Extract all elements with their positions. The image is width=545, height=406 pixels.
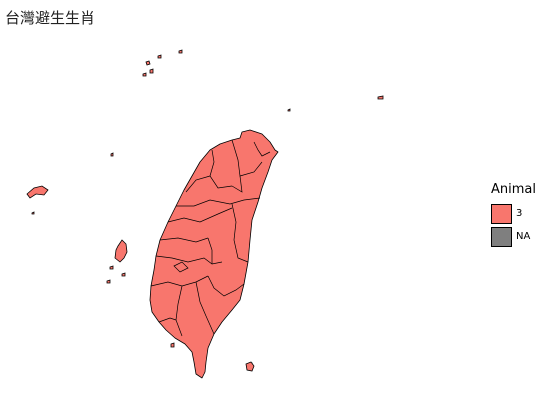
county-boundary <box>158 317 177 323</box>
county-boundary <box>185 175 211 193</box>
legend-item: 3 <box>491 202 536 225</box>
county-boundary <box>207 237 213 264</box>
county-boundary <box>231 175 243 193</box>
matsu-island <box>142 72 147 77</box>
orchid-island <box>245 361 255 372</box>
matsu-island <box>157 54 162 59</box>
chart-title: 台灣避生生肖 <box>5 9 96 27</box>
county-boundary <box>253 141 271 157</box>
small-island <box>106 279 111 284</box>
legend-label: NA <box>516 231 531 242</box>
legend-label: 3 <box>516 208 523 219</box>
legend-item: NA <box>491 225 536 248</box>
matsu-island <box>145 60 151 66</box>
small-island <box>110 152 114 157</box>
small-island <box>121 272 126 277</box>
county-boundary <box>175 285 183 337</box>
county-boundary <box>159 237 209 243</box>
county-boundary <box>176 197 261 207</box>
small-island <box>109 265 114 270</box>
county-boundary <box>195 281 215 335</box>
matsu-island <box>178 49 183 54</box>
county-boundary <box>207 275 245 297</box>
county-boundary <box>155 255 223 265</box>
matsu-island <box>149 68 154 74</box>
legend: Animal 3 NA <box>491 182 536 248</box>
liuqiu-island <box>170 342 175 348</box>
county-boundary <box>167 207 233 223</box>
legend-title: Animal <box>491 182 536 197</box>
diaoyutai-island <box>377 95 384 100</box>
penghu-islands <box>114 239 128 263</box>
kinmen-island <box>26 185 49 199</box>
main-island-outline <box>149 129 279 379</box>
legend-swatch-na <box>491 226 512 247</box>
county-boundaries <box>150 139 271 337</box>
small-island <box>31 211 35 215</box>
legend-swatch-3 <box>491 203 512 224</box>
taiwan-main-island <box>149 129 279 379</box>
county-boundary <box>231 203 249 263</box>
county-boundary <box>173 261 189 273</box>
small-island <box>287 108 291 112</box>
offshore-islands <box>26 49 384 372</box>
